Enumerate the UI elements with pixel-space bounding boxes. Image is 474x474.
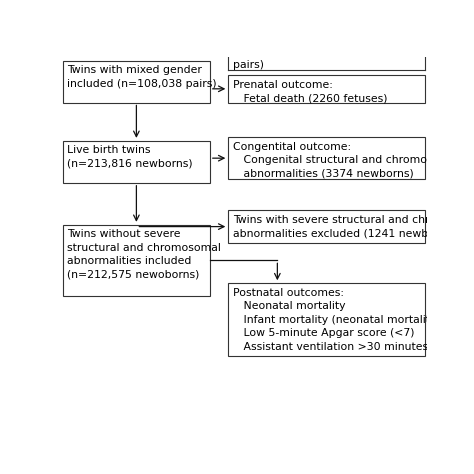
FancyBboxPatch shape [228, 210, 425, 243]
Text: Live birth twins
(n=213,816 newborns): Live birth twins (n=213,816 newborns) [67, 145, 193, 169]
FancyBboxPatch shape [228, 137, 425, 179]
FancyBboxPatch shape [63, 141, 210, 183]
FancyBboxPatch shape [228, 283, 425, 356]
Text: pairs): pairs) [233, 60, 264, 70]
Text: Prenatal outcome:
   Fetal death (2260 fetuses): Prenatal outcome: Fetal death (2260 fetu… [233, 80, 387, 103]
Text: Twins with mixed gender
included (n=108,038 pairs): Twins with mixed gender included (n=108,… [67, 65, 217, 89]
FancyBboxPatch shape [63, 225, 210, 296]
Text: Twins with severe structural and chromosomal
abnormalities excluded (1241 newbor: Twins with severe structural and chromos… [233, 215, 474, 238]
Text: Twins without severe
structural and chromosomal
abnormalities included
(n=212,57: Twins without severe structural and chro… [67, 229, 221, 280]
Text: Postnatal outcomes:
   Neonatal mortality
   Infant mortality (neonatal mortalit: Postnatal outcomes: Neonatal mortality I… [233, 288, 474, 352]
FancyBboxPatch shape [228, 75, 425, 102]
FancyBboxPatch shape [63, 61, 210, 102]
Text: Congentital outcome:
   Congenital structural and chromosomal
   abnormalities (: Congentital outcome: Congenital structur… [233, 142, 459, 179]
